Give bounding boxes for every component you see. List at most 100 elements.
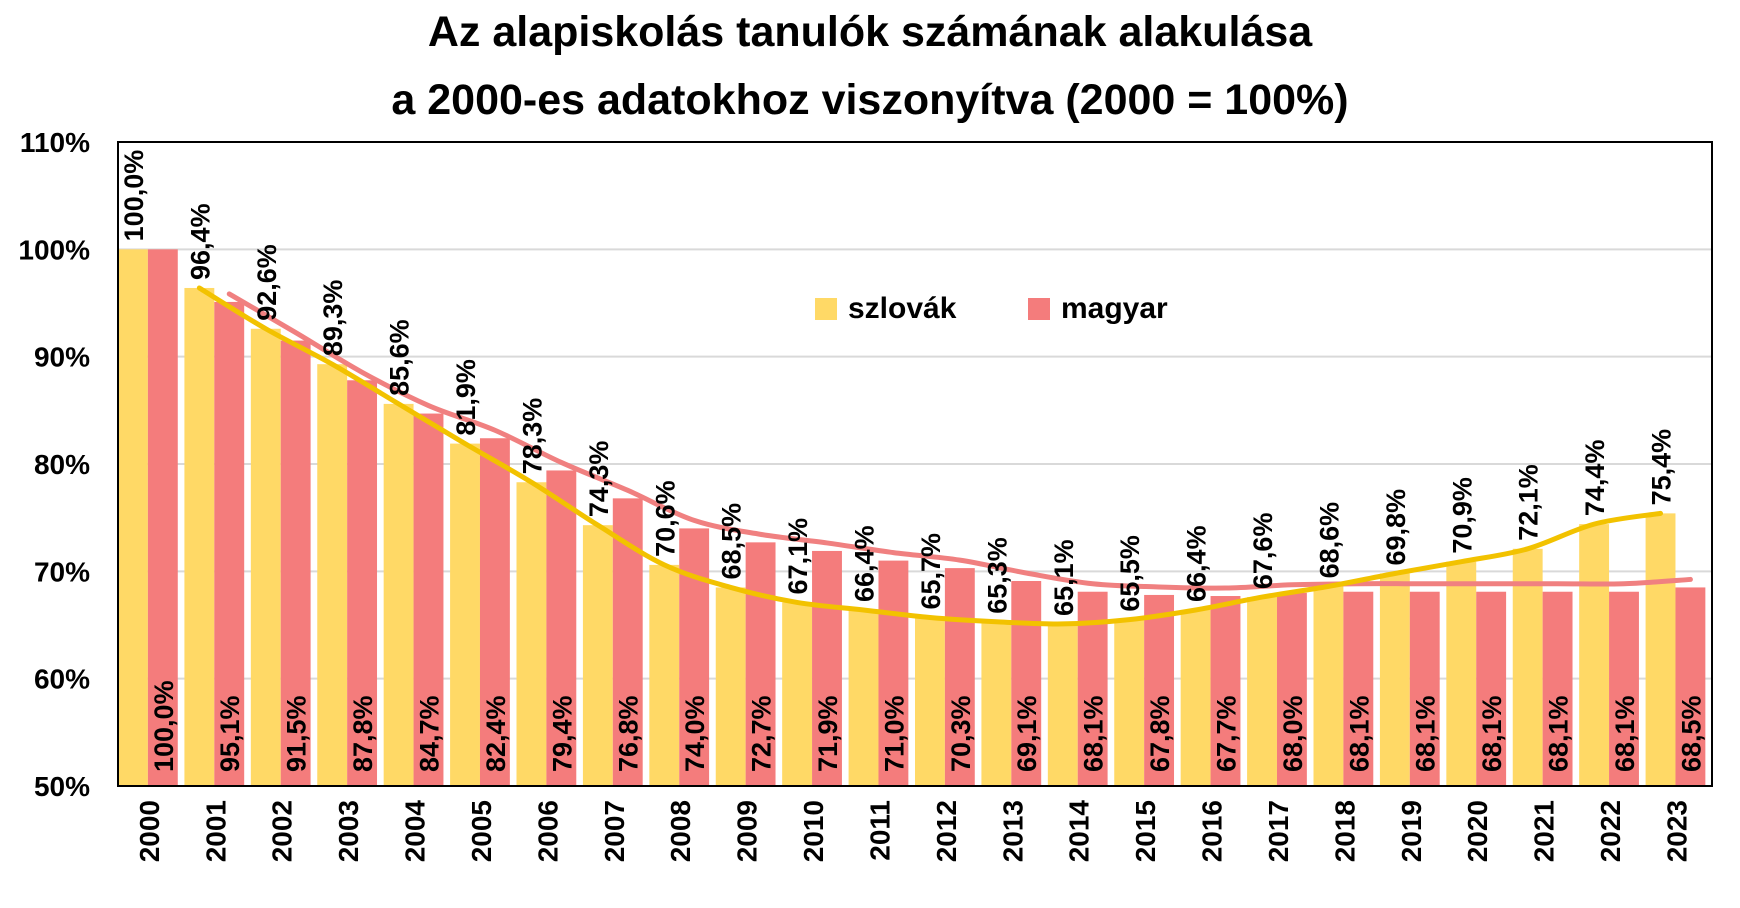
bar-magyar [546,470,577,786]
data-label-szlovak: 66,4% [1182,525,1212,602]
data-label-magyar: 71,9% [813,695,843,772]
data-label-magyar: 79,4% [547,695,577,772]
x-tick-label: 2003 [333,800,364,862]
bar-szlovak [782,602,813,786]
bar-magyar [1609,591,1639,786]
data-label-szlovak: 65,5% [1115,535,1145,612]
trendline-magyar [226,291,1693,591]
data-label-magyar: 68,1% [1079,695,1109,772]
x-tick-label: 2016 [1197,800,1228,862]
data-label-szlovak: 70,6% [650,480,680,557]
data-label-szlovak: 74,4% [1580,440,1610,517]
x-tick-label: 2013 [997,800,1028,862]
x-tick-label: 2023 [1661,800,1692,862]
data-label-magyar: 95,1% [215,695,245,772]
bar-magyar [413,413,444,786]
bar-szlovak [715,587,746,786]
bar-magyar [1476,591,1507,786]
x-tick-label: 2021 [1529,800,1560,862]
data-label-magyar: 91,5% [282,695,312,772]
x-tick-label: 2022 [1595,800,1626,862]
data-label-magyar: 100,0% [149,680,179,772]
legend-label-magyar: magyar [1061,292,1168,325]
data-label-szlovak: 85,6% [385,319,415,396]
data-label-magyar: 68,5% [1676,695,1706,772]
bar-magyar [1011,580,1042,786]
y-tick-label: 110% [20,127,90,158]
y-tick-label: 80% [34,449,90,480]
bar-magyar [812,550,842,786]
data-label-magyar: 69,1% [1012,695,1042,772]
data-label-szlovak: 68,6% [1314,502,1344,579]
x-tick-label: 2005 [466,800,497,862]
x-tick-label: 2014 [1064,800,1095,863]
data-label-szlovak: 68,5% [717,503,747,580]
data-label-szlovak: 67,1% [783,518,813,595]
data-label-szlovak: 67,6% [1248,513,1278,590]
data-label-szlovak: 75,4% [1647,429,1677,506]
bar-szlovak [1645,513,1676,786]
bar-szlovak [1180,609,1211,786]
bar-szlovak [981,621,1012,786]
bar-magyar [944,568,975,786]
x-tick-label: 2006 [532,800,563,862]
x-tick-label: 2011 [864,800,895,861]
bar-szlovak [1446,561,1477,786]
x-tick-label: 2012 [931,800,962,862]
bar-szlovak [250,328,281,786]
bar-szlovak [1114,619,1145,786]
bar-szlovak [1313,586,1344,786]
y-tick-label: 100% [18,234,90,265]
data-label-szlovak: 78,3% [517,398,547,475]
data-label-szlovak: 65,3% [982,537,1012,614]
data-label-szlovak: 72,1% [1514,464,1544,541]
x-tick-label: 2004 [400,800,431,863]
x-tick-label: 2008 [665,800,696,862]
plot-border [117,141,1713,787]
bar-magyar [347,380,378,786]
data-label-szlovak: 96,4% [185,203,215,280]
data-label-magyar: 67,7% [1211,695,1241,772]
bar-szlovak [317,364,348,786]
y-tick-label: 90% [34,342,90,373]
data-label-magyar: 68,1% [1477,695,1507,772]
data-label-szlovak: 66,4% [850,525,880,602]
bar-szlovak [582,525,613,786]
x-tick-label: 2009 [732,800,763,862]
x-tick-label: 2002 [267,800,298,862]
chart-subtitle: a 2000-es adatokhoz viszonyítva (2000 = … [391,76,1349,124]
bar-magyar [214,301,245,786]
bar-szlovak [1579,524,1610,786]
data-label-szlovak: 100,0% [119,150,149,242]
data-label-magyar: 67,8% [1145,695,1175,772]
bar-szlovak [383,403,414,786]
data-label-magyar: 68,0% [1278,695,1308,772]
x-tick-label: 2015 [1130,800,1161,862]
data-label-magyar: 68,1% [1344,695,1374,772]
data-label-szlovak: 69,8% [1381,489,1411,566]
data-label-szlovak: 65,1% [1049,539,1079,616]
y-tick-label: 60% [34,664,90,695]
y-tick-label: 70% [34,556,90,587]
data-label-szlovak: 81,9% [451,359,481,436]
data-label-magyar: 87,8% [348,695,378,772]
bar-szlovak [516,482,547,786]
x-tick-label: 2017 [1263,800,1294,862]
data-label-magyar: 68,1% [1544,695,1574,772]
data-label-magyar: 84,7% [414,695,444,772]
x-tick-label: 2000 [134,800,165,862]
legend-swatch-magyar [1028,298,1050,320]
data-label-magyar: 68,1% [1411,695,1441,772]
bar-magyar [1276,592,1307,786]
data-label-magyar: 72,7% [747,695,777,772]
data-label-szlovak: 74,3% [584,441,614,518]
data-label-szlovak: 92,6% [252,244,282,321]
trendline-szlovak [196,285,1664,627]
bar-szlovak [848,609,879,786]
data-label-szlovak: 65,7% [916,533,946,610]
bar-magyar [1210,596,1241,786]
x-tick-label: 2007 [599,800,630,862]
bar-magyar [745,542,776,786]
